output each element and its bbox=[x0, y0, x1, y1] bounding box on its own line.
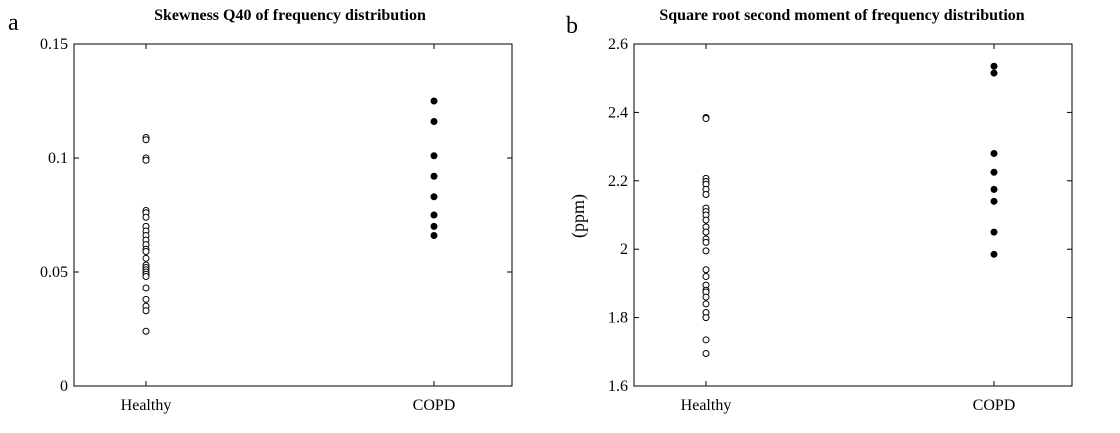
data-points-a bbox=[142, 97, 438, 335]
y-tick-label-a: 0.1 bbox=[48, 150, 68, 167]
healthy-point-a bbox=[142, 136, 150, 144]
panel-letter-b: b bbox=[566, 13, 578, 39]
copd-point-b bbox=[990, 185, 998, 193]
copd-point-b bbox=[990, 250, 998, 258]
healthy-point-b bbox=[702, 247, 710, 255]
y-axis-label-b: (ppm) bbox=[568, 194, 589, 238]
healthy-point-b bbox=[702, 350, 710, 358]
y-tick-label-b: 2 bbox=[620, 241, 628, 258]
copd-point-a bbox=[430, 211, 438, 219]
copd-point-a bbox=[430, 222, 438, 230]
healthy-point-b bbox=[702, 266, 710, 274]
y-tick-label-b: 1.8 bbox=[608, 310, 628, 327]
healthy-point-a bbox=[142, 327, 150, 335]
healthy-point-b bbox=[702, 314, 710, 322]
copd-point-a bbox=[430, 193, 438, 201]
healthy-point-a bbox=[142, 156, 150, 164]
healthy-point-a bbox=[142, 295, 150, 303]
y-tick-label-b: 2.6 bbox=[608, 36, 628, 53]
panel-b: b Square root second moment of frequency… bbox=[566, 7, 1073, 414]
plot-frame-a bbox=[73, 43, 513, 387]
healthy-point-a bbox=[142, 307, 150, 315]
data-points-b bbox=[702, 62, 998, 358]
y-tick-label-a: 0.05 bbox=[40, 264, 68, 281]
healthy-point-b bbox=[702, 228, 710, 236]
y-tick-label-b: 2.4 bbox=[608, 104, 628, 121]
y-ticks-a: 0 0.05 0.1 0.15 bbox=[40, 36, 512, 395]
copd-point-b bbox=[990, 197, 998, 205]
y-tick-label-a: 0 bbox=[60, 378, 68, 395]
healthy-point-a bbox=[142, 284, 150, 292]
healthy-point-b bbox=[702, 190, 710, 198]
x-tick-label-a: COPD bbox=[413, 397, 456, 414]
copd-point-b bbox=[990, 69, 998, 77]
copd-point-a bbox=[430, 118, 438, 126]
healthy-point-b bbox=[702, 293, 710, 301]
healthy-point-b bbox=[702, 300, 710, 308]
healthy-point-a bbox=[142, 254, 150, 262]
copd-point-a bbox=[430, 152, 438, 160]
panel-letter-a: a bbox=[8, 10, 19, 36]
copd-point-b bbox=[990, 62, 998, 70]
healthy-point-a bbox=[142, 213, 150, 221]
plot-frame-b bbox=[633, 43, 1073, 387]
copd-point-a bbox=[430, 97, 438, 105]
copd-point-b bbox=[990, 149, 998, 157]
healthy-point-a bbox=[142, 247, 150, 255]
y-tick-label-a: 0.15 bbox=[40, 36, 68, 53]
x-ticks-a: Healthy COPD bbox=[121, 44, 456, 414]
copd-point-b bbox=[990, 228, 998, 236]
x-tick-label-b: Healthy bbox=[681, 397, 732, 414]
x-tick-label-a: Healthy bbox=[121, 397, 172, 414]
healthy-point-b bbox=[702, 273, 710, 281]
y-tick-label-b: 2.2 bbox=[608, 173, 628, 190]
x-tick-label-b: COPD bbox=[973, 397, 1016, 414]
healthy-point-b bbox=[702, 238, 710, 246]
y-ticks-b: 1.6 1.8 2 2.2 2.4 2.6 bbox=[608, 36, 1072, 395]
chart-title-a: Skewness Q40 of frequency distribution bbox=[154, 7, 426, 24]
x-ticks-b: Healthy COPD bbox=[681, 44, 1016, 414]
copd-point-a bbox=[430, 172, 438, 180]
healthy-point-a bbox=[142, 273, 150, 281]
healthy-point-b bbox=[702, 216, 710, 224]
healthy-point-b bbox=[702, 336, 710, 344]
copd-point-b bbox=[990, 168, 998, 176]
copd-point-a bbox=[430, 232, 438, 240]
healthy-point-b bbox=[702, 115, 710, 123]
y-tick-label-b: 1.6 bbox=[608, 378, 628, 395]
chart-title-b: Square root second moment of frequency d… bbox=[659, 7, 1024, 24]
panel-a: a Skewness Q40 of frequency distribution… bbox=[8, 7, 513, 414]
